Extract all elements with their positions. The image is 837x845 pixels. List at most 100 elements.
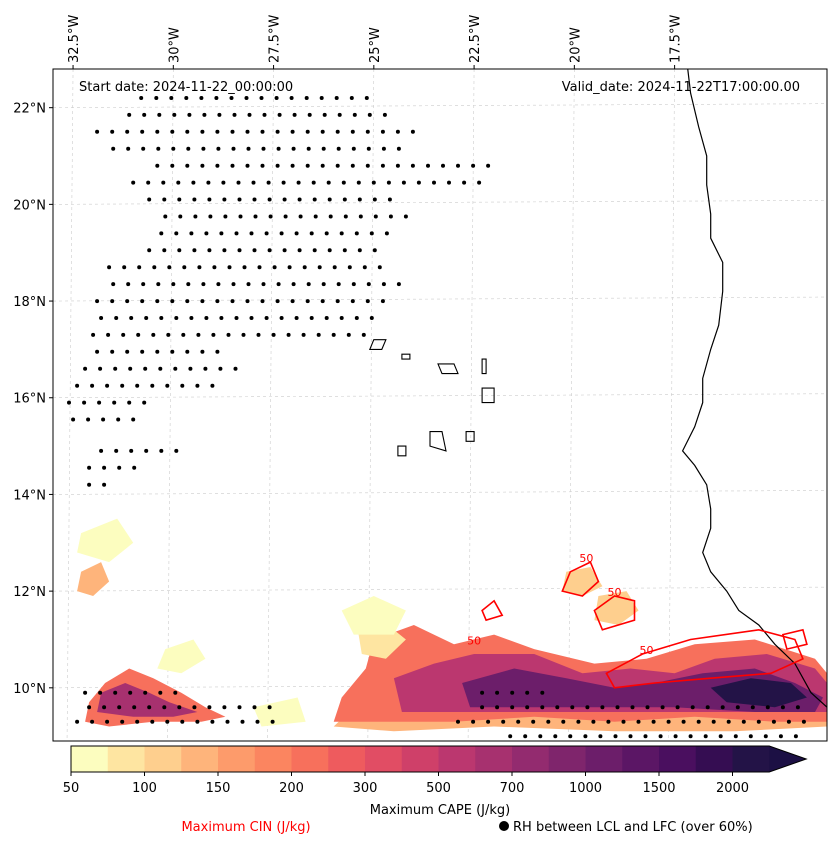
- rh-dot: [230, 129, 235, 134]
- rh-dot: [155, 129, 160, 134]
- rh-dot: [227, 265, 232, 270]
- rh-dot: [196, 332, 201, 337]
- colorbar-segment: [365, 746, 403, 772]
- colorbar-segment: [107, 746, 145, 772]
- rh-dot: [127, 400, 132, 405]
- rh-dot: [162, 248, 167, 253]
- rh-dot: [305, 129, 310, 134]
- rh-dot: [117, 705, 122, 710]
- rh-dot: [141, 282, 146, 287]
- rh-dot: [215, 163, 220, 168]
- rh-dot: [180, 719, 185, 724]
- cape-region: [710, 678, 807, 708]
- rh-dot: [380, 299, 385, 304]
- rh-dot: [113, 690, 118, 695]
- rh-dot: [140, 299, 145, 304]
- cape-region: [341, 596, 406, 635]
- rh-dot: [237, 197, 242, 202]
- rh-dot: [264, 231, 269, 236]
- cin-contour: [593, 595, 636, 631]
- rh-dot: [163, 214, 168, 219]
- rh-dot: [110, 129, 115, 134]
- rh-dot: [372, 248, 377, 253]
- rh-dot: [199, 96, 204, 100]
- rh-dot: [591, 719, 596, 724]
- rh-dot: [219, 316, 224, 320]
- rh-dot: [341, 180, 346, 185]
- rh-dot: [252, 248, 257, 253]
- rh-dot: [192, 248, 197, 253]
- rh-dot: [102, 482, 107, 487]
- rh-dot: [251, 180, 256, 185]
- lon-gridline: [568, 69, 575, 741]
- rh-dot: [456, 719, 460, 724]
- rh-dot: [252, 197, 257, 202]
- rh-dot: [380, 129, 385, 134]
- rh-dot: [253, 214, 258, 219]
- cin-contour: [561, 561, 600, 597]
- rh-dot: [274, 96, 279, 100]
- rh-dot: [748, 734, 753, 739]
- rh-dot: [244, 96, 249, 100]
- rh-dot: [193, 214, 198, 219]
- rh-dot: [186, 146, 191, 151]
- rh-dot: [307, 112, 312, 117]
- rh-dot: [380, 163, 385, 168]
- rh-legend-dot: [499, 821, 509, 831]
- rh-dot: [267, 197, 272, 202]
- rh-dot: [106, 332, 111, 337]
- rh-dot: [201, 146, 206, 151]
- rh-dot: [296, 180, 301, 185]
- rh-dot: [311, 180, 316, 185]
- rh-dot: [195, 719, 200, 724]
- rh-dot: [87, 465, 92, 470]
- coastline: [368, 69, 827, 708]
- rh-dot: [371, 180, 376, 185]
- rh-dot: [320, 299, 325, 304]
- rh-dot: [152, 265, 157, 270]
- rh-dot: [283, 214, 288, 219]
- rh-dot: [312, 197, 317, 202]
- rh-dot: [182, 265, 187, 270]
- colorbar-tick-label: 500: [426, 781, 451, 796]
- rh-dot: [131, 180, 136, 185]
- rh-dot: [107, 265, 112, 270]
- rh-dot: [116, 417, 121, 422]
- rh-dot: [191, 180, 196, 185]
- lat-tick-label: 22°N: [13, 102, 46, 117]
- rh-dot: [321, 146, 326, 151]
- rh-dot: [127, 112, 132, 117]
- rh-dot: [335, 163, 340, 168]
- rh-dot: [90, 719, 95, 724]
- rh-dot: [447, 180, 451, 185]
- rh-dot: [245, 299, 250, 304]
- rh-dot: [234, 316, 239, 320]
- rh-dot: [225, 719, 230, 724]
- rh-dot: [97, 400, 102, 405]
- rh-dot: [561, 719, 566, 724]
- rh-dot: [87, 482, 92, 487]
- rh-dot: [320, 129, 325, 134]
- rh-dot: [214, 96, 219, 100]
- rh-dot: [510, 690, 515, 695]
- rh-dot: [645, 705, 650, 710]
- rh-dot: [67, 400, 71, 405]
- rh-dot: [257, 265, 262, 270]
- rh-dot: [305, 299, 310, 304]
- rh-dot: [170, 129, 175, 134]
- rh-dot: [287, 265, 292, 270]
- map-background: [53, 69, 827, 741]
- rh-dot: [159, 316, 164, 320]
- rh-dot: [395, 163, 400, 168]
- rh-dot: [128, 690, 133, 695]
- rh-dot: [207, 248, 212, 253]
- rh-dot: [337, 112, 342, 117]
- rh-dot: [169, 96, 174, 100]
- rh-dot: [334, 96, 339, 100]
- rh-dot: [351, 146, 356, 151]
- rh-dot: [298, 214, 303, 219]
- rh-dot: [291, 282, 296, 287]
- lat-tick-label: 10°N: [13, 682, 46, 697]
- cin-contour: [605, 628, 804, 689]
- rh-dot: [233, 366, 238, 371]
